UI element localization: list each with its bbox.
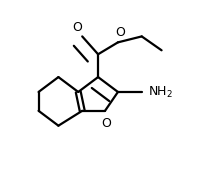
Text: O: O [101,117,111,130]
Text: O: O [115,26,125,39]
Text: O: O [72,21,82,34]
Text: NH$_2$: NH$_2$ [148,84,173,100]
